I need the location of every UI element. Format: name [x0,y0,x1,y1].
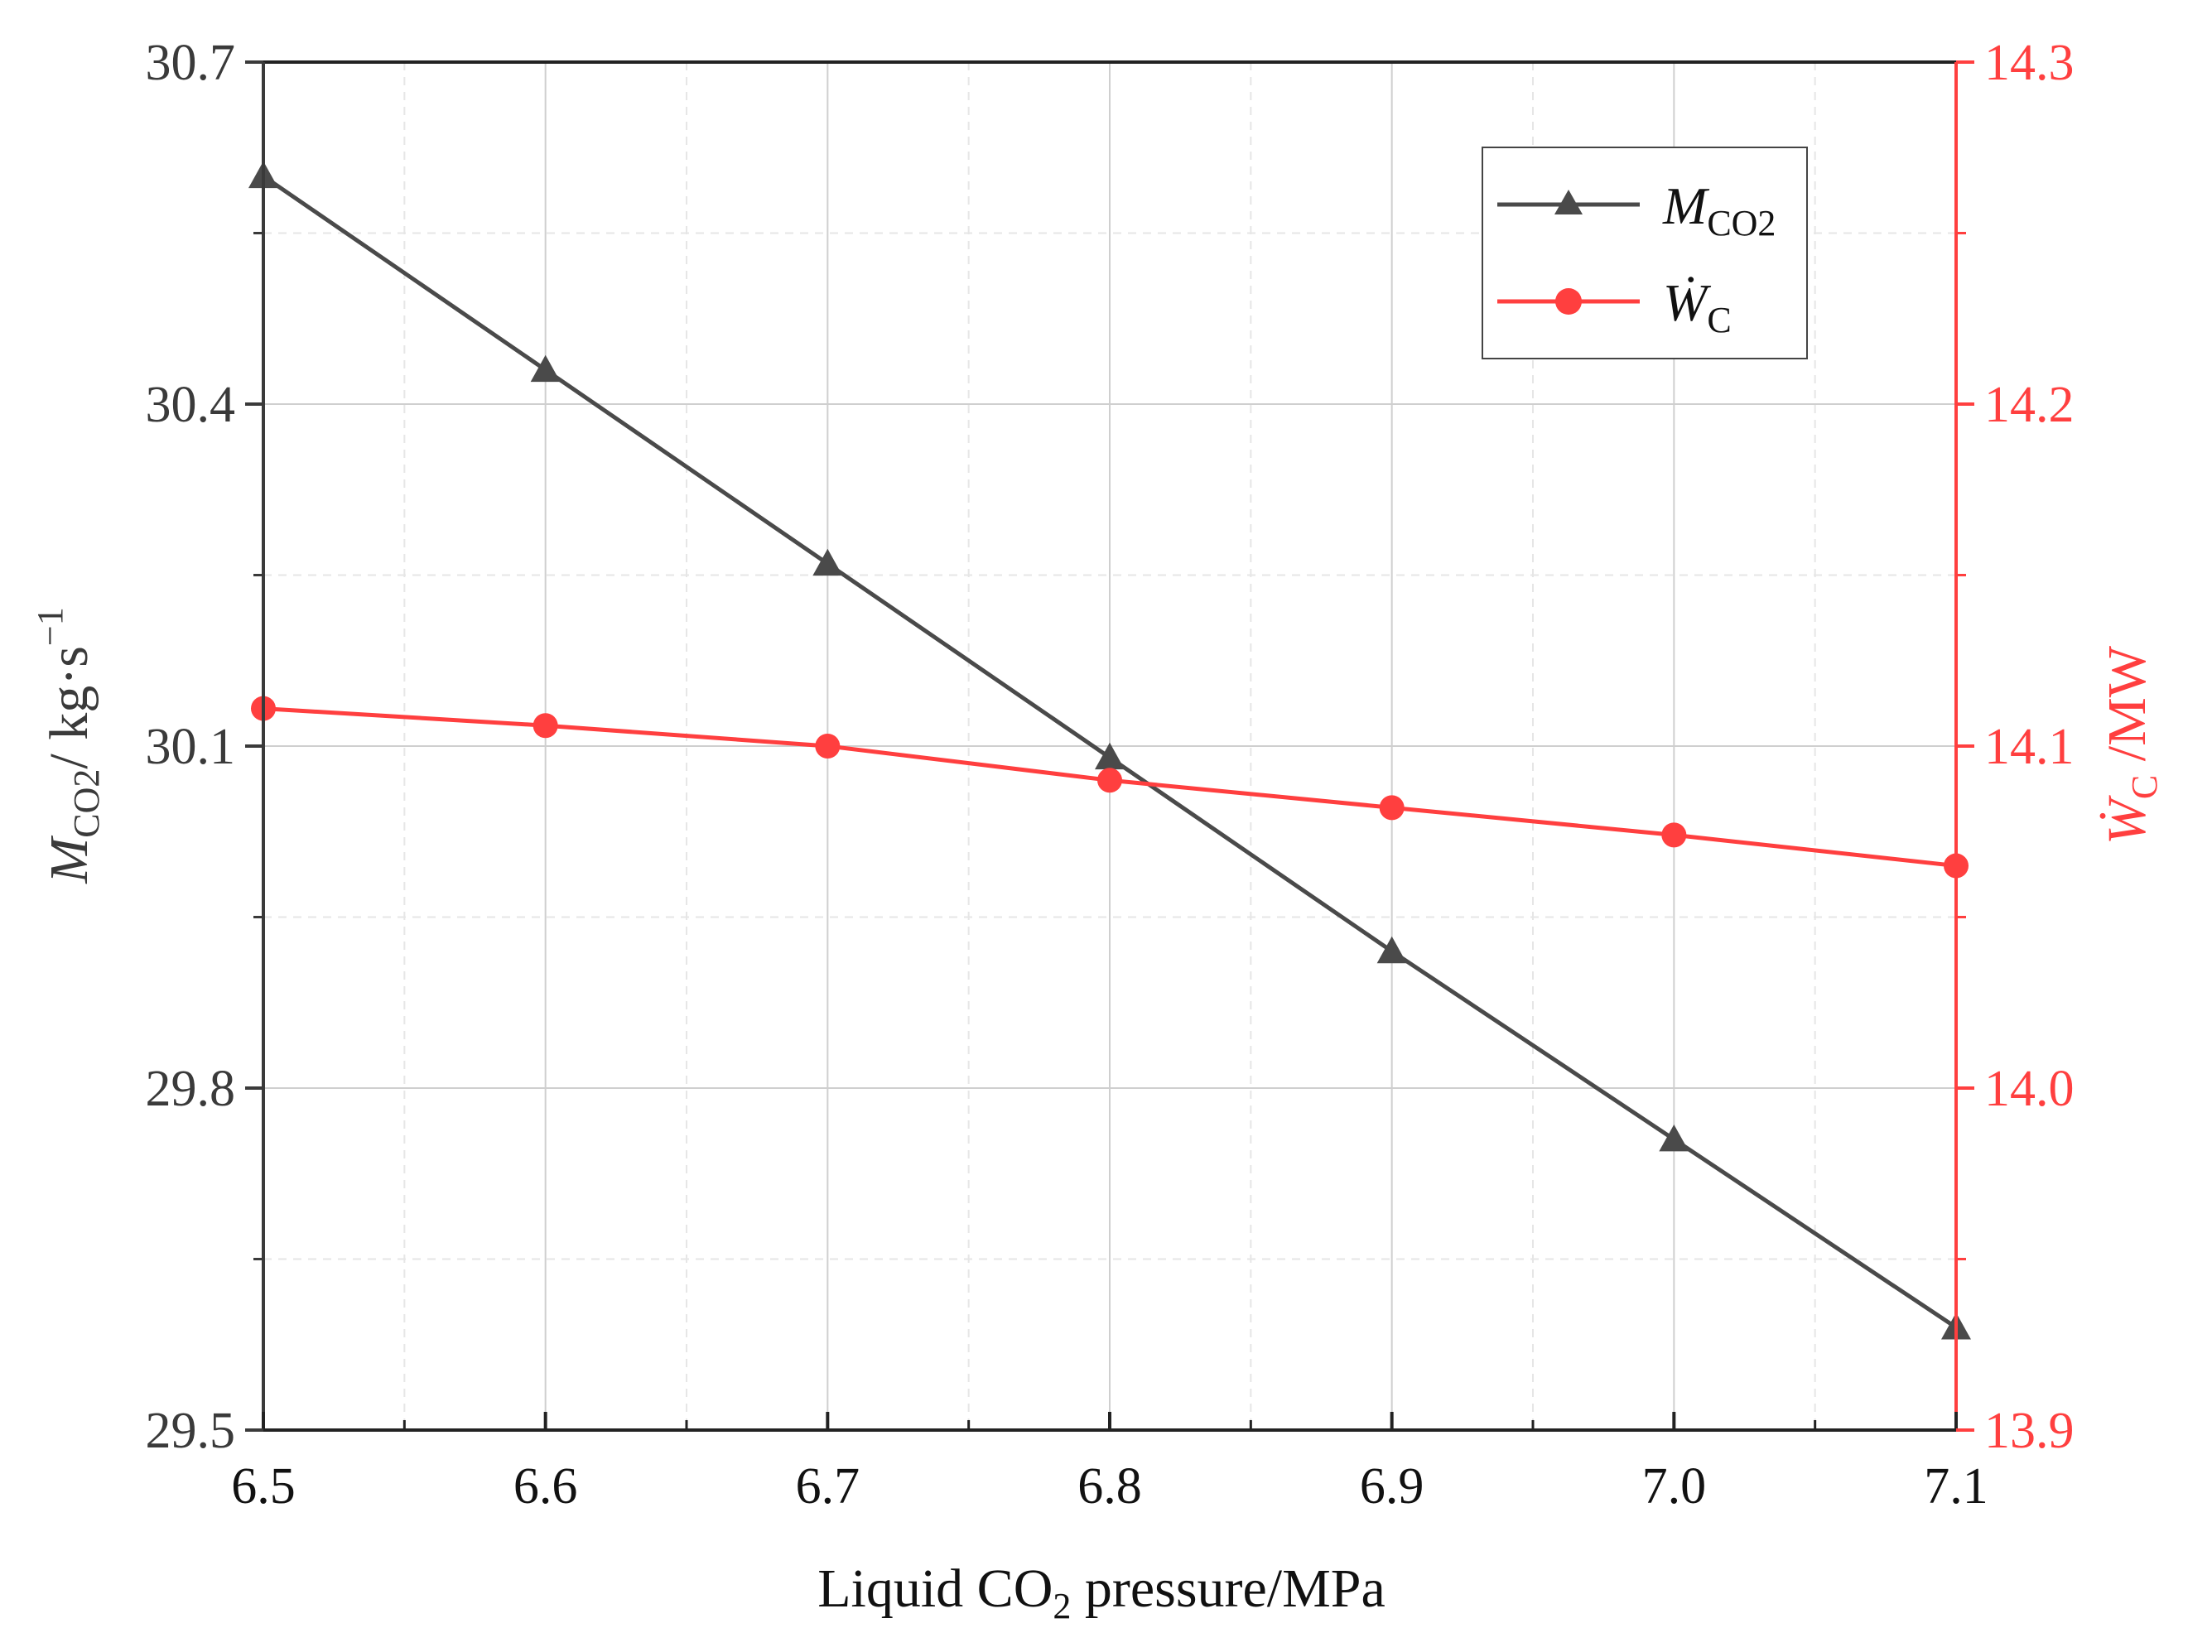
plot-series [248,161,1971,1340]
legend-marker-circle [1555,288,1582,315]
y-left-tick-label: 30.1 [146,719,236,775]
series-mco2-point [1659,1124,1689,1152]
x-tick-label: 6.8 [1077,1458,1142,1515]
legend: MCO2 ẆC [1482,147,1808,359]
x-tick-label: 6.9 [1360,1458,1424,1515]
series-wc-point [815,734,841,759]
series-mco2-point [812,548,843,576]
x-tick-label: 6.6 [513,1458,578,1515]
y-axis-left-title: MCO2/ kg·s−1 [30,607,107,884]
legend-label-mco2: MCO2 [1662,176,1776,243]
x-tick-label: 6.7 [796,1458,860,1515]
series-mco2-point [1376,936,1407,964]
series-wc-point [1379,795,1405,821]
series-wc-point [1661,822,1687,848]
y-left-tick-label: 30.7 [146,35,236,91]
x-tick-label: 6.5 [231,1458,296,1515]
y-right-tick-label: 14.0 [1984,1061,2075,1117]
y-left-tick-label: 30.4 [146,377,236,433]
series-wc-point [1097,768,1122,793]
y-left-tick-label: 29.5 [146,1403,236,1459]
y-right-tick-label: 14.2 [1984,377,2075,433]
axes [245,60,1974,1432]
x-tick-label: 7.1 [1924,1458,1988,1515]
legend-box [1482,147,1808,359]
series-mco2-point [1095,742,1125,770]
y-left-tick-label: 29.8 [146,1061,236,1117]
x-axis-title: Liquid CO2 pressure/MPa [817,1558,1386,1626]
y-right-tick-label: 14.1 [1984,719,2075,775]
legend-label-wc: ẆC [1663,273,1732,340]
y-right-tick-label: 14.3 [1984,35,2075,91]
tick-labels: 6.5 6.6 6.7 6.8 6.9 7.0 7.1 29.5 29.8 30.1 30.4 30.… [146,35,2075,1515]
series-mco2-point [530,354,561,383]
legend-marker-triangle [1554,190,1583,214]
x-tick-label: 7.0 [1642,1458,1707,1515]
y-right-tick-label: 13.9 [1984,1403,2075,1459]
y-axis-right-title: ẆC /MW [2097,645,2165,845]
series-wc-point [533,713,558,739]
